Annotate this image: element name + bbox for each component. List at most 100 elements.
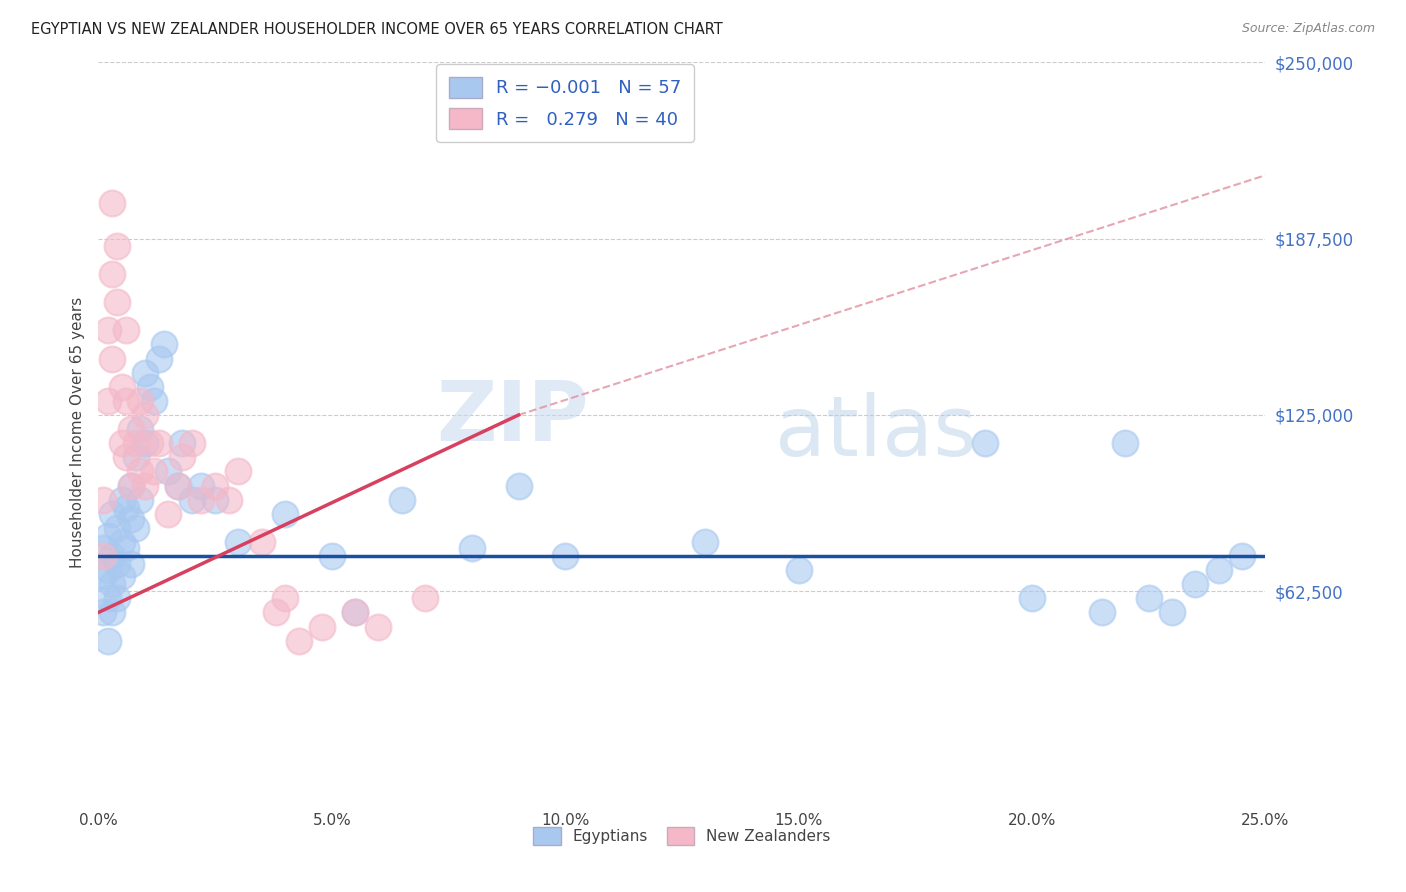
Point xyxy=(134,436,156,450)
Point xyxy=(152,337,174,351)
Point xyxy=(228,535,250,549)
Point xyxy=(204,478,226,492)
Point xyxy=(288,633,311,648)
Point xyxy=(190,478,212,492)
Point xyxy=(157,507,180,521)
Point xyxy=(101,507,124,521)
Point xyxy=(120,422,142,436)
Point xyxy=(190,492,212,507)
Point xyxy=(787,563,810,577)
Point xyxy=(120,478,142,492)
Point xyxy=(91,541,114,555)
Point xyxy=(311,619,333,633)
Point xyxy=(111,380,134,394)
Text: ZIP: ZIP xyxy=(436,377,589,458)
Point xyxy=(125,436,148,450)
Point xyxy=(695,535,717,549)
Point xyxy=(143,393,166,408)
Legend: Egyptians, New Zealanders: Egyptians, New Zealanders xyxy=(527,821,837,851)
Point xyxy=(228,464,250,478)
Point xyxy=(1114,436,1136,450)
Point xyxy=(105,521,128,535)
Point xyxy=(1208,563,1230,577)
Point xyxy=(134,366,156,380)
Point xyxy=(97,633,120,648)
Point xyxy=(974,436,997,450)
Point xyxy=(157,464,180,478)
Point xyxy=(115,541,138,555)
Point xyxy=(115,323,138,337)
Point xyxy=(111,535,134,549)
Point xyxy=(143,464,166,478)
Point xyxy=(97,591,120,606)
Point xyxy=(274,507,297,521)
Point xyxy=(105,558,128,572)
Text: Source: ZipAtlas.com: Source: ZipAtlas.com xyxy=(1241,22,1375,36)
Point xyxy=(344,606,367,620)
Point xyxy=(120,558,142,572)
Point xyxy=(120,512,142,526)
Point xyxy=(134,478,156,492)
Point xyxy=(115,393,138,408)
Point xyxy=(1021,591,1043,606)
Point xyxy=(139,380,162,394)
Point xyxy=(111,492,134,507)
Point xyxy=(172,436,194,450)
Point xyxy=(97,563,120,577)
Point xyxy=(97,393,120,408)
Point xyxy=(97,529,120,543)
Point xyxy=(125,450,148,465)
Point xyxy=(204,492,226,507)
Point xyxy=(111,568,134,582)
Point xyxy=(129,393,152,408)
Point xyxy=(1091,606,1114,620)
Point xyxy=(111,436,134,450)
Point xyxy=(1230,549,1253,563)
Point xyxy=(1137,591,1160,606)
Point xyxy=(101,267,124,281)
Text: EGYPTIAN VS NEW ZEALANDER HOUSEHOLDER INCOME OVER 65 YEARS CORRELATION CHART: EGYPTIAN VS NEW ZEALANDER HOUSEHOLDER IN… xyxy=(31,22,723,37)
Point xyxy=(180,492,202,507)
Point xyxy=(1161,606,1184,620)
Point xyxy=(508,478,530,492)
Point xyxy=(321,549,343,563)
Point xyxy=(166,478,188,492)
Point xyxy=(413,591,436,606)
Point xyxy=(461,541,484,555)
Point xyxy=(218,492,240,507)
Point xyxy=(91,606,114,620)
Point xyxy=(139,436,162,450)
Point xyxy=(344,606,367,620)
Point xyxy=(101,577,124,591)
Point xyxy=(105,295,128,310)
Y-axis label: Householder Income Over 65 years: Householder Income Over 65 years xyxy=(69,297,84,568)
Point xyxy=(391,492,413,507)
Point xyxy=(101,549,124,563)
Point xyxy=(91,549,114,563)
Point xyxy=(101,606,124,620)
Point xyxy=(105,591,128,606)
Point xyxy=(129,464,152,478)
Point xyxy=(101,196,124,211)
Point xyxy=(554,549,576,563)
Point xyxy=(166,478,188,492)
Point xyxy=(129,422,152,436)
Point xyxy=(97,323,120,337)
Point xyxy=(115,450,138,465)
Point xyxy=(91,492,114,507)
Point xyxy=(125,521,148,535)
Point xyxy=(180,436,202,450)
Point xyxy=(1184,577,1206,591)
Point xyxy=(367,619,389,633)
Text: atlas: atlas xyxy=(775,392,977,473)
Point xyxy=(129,492,152,507)
Point xyxy=(115,501,138,516)
Point xyxy=(134,408,156,422)
Point xyxy=(172,450,194,465)
Point xyxy=(101,351,124,366)
Point xyxy=(91,568,114,582)
Point xyxy=(148,436,170,450)
Point xyxy=(148,351,170,366)
Point xyxy=(264,606,287,620)
Point xyxy=(274,591,297,606)
